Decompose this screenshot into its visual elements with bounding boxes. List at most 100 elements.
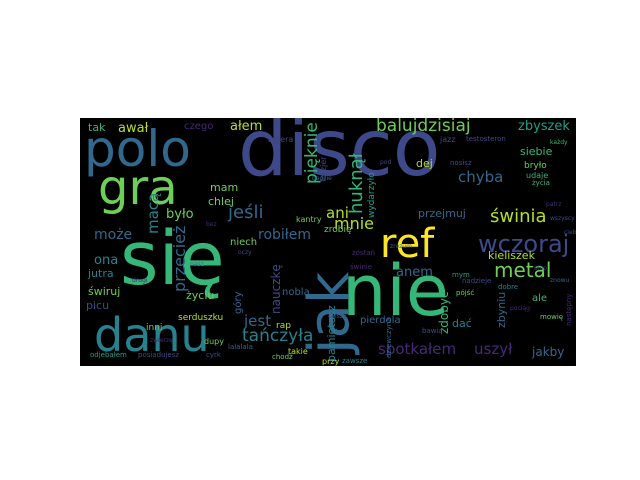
word: metal <box>494 258 552 282</box>
word: się <box>120 216 225 302</box>
word: nosisz <box>450 159 472 167</box>
word: nobla <box>282 287 310 298</box>
word: jest <box>244 312 272 330</box>
word: przejmuj <box>418 207 466 220</box>
word: wydarzyło <box>367 172 377 218</box>
word: serduszku <box>178 313 224 323</box>
word: ona <box>94 253 119 268</box>
word: wszyscy <box>550 215 575 222</box>
word: mowię <box>540 313 564 321</box>
word: uszył <box>474 340 513 358</box>
word: jeśli <box>228 202 264 223</box>
word: dobre <box>498 283 519 291</box>
word: jutra <box>88 267 114 280</box>
word: dać <box>452 317 472 330</box>
word: macą <box>144 192 162 234</box>
word: cieszy <box>328 313 347 320</box>
word: nauczkę <box>269 264 283 314</box>
word: polo <box>84 120 191 178</box>
word: tak <box>88 121 106 134</box>
word: robiłem <box>258 227 312 243</box>
word: dziewczyna <box>385 317 393 359</box>
word: znowu <box>550 277 570 284</box>
word: jazz <box>440 135 456 144</box>
word: mam <box>210 181 239 194</box>
word: chyba <box>458 168 504 186</box>
word: czego <box>184 121 214 132</box>
word: awał <box>118 121 149 136</box>
word: bajera <box>268 135 294 144</box>
word: bez <box>206 221 217 228</box>
word: picu <box>86 299 110 312</box>
word: zawsze <box>342 357 368 365</box>
word: świnie <box>350 263 373 271</box>
word: ałem <box>230 119 263 134</box>
word: dupy <box>204 337 224 346</box>
word: ciebie <box>564 229 576 236</box>
word: mnie <box>334 214 375 233</box>
word: wczoraj <box>478 230 570 258</box>
word: nasz <box>190 261 204 268</box>
word-cloud: disco się nie polo jak gra danu ref wczo… <box>80 118 576 366</box>
word: rap <box>276 321 291 331</box>
word: mym <box>452 271 470 279</box>
word: pociąg <box>510 305 530 312</box>
word: życia <box>532 179 550 187</box>
word: pierdola <box>360 315 401 326</box>
word: zbyniu <box>495 291 508 328</box>
word: było <box>166 207 194 222</box>
word: bryło <box>524 161 547 171</box>
word: ale <box>532 293 548 304</box>
word: zrobię <box>324 225 352 235</box>
word: kieliszek <box>488 249 535 262</box>
word: huknął <box>346 153 367 214</box>
word: przecież <box>170 225 189 292</box>
word: posiadujesz <box>138 351 180 359</box>
word: będzie <box>312 175 332 182</box>
word: anem <box>396 265 433 280</box>
word: ref <box>380 221 435 267</box>
word: siebie <box>520 145 553 158</box>
word: balujdzisiaj <box>376 118 471 136</box>
word: jakby <box>532 345 565 359</box>
word: oczy <box>238 249 252 256</box>
word: nadzieje <box>462 277 492 285</box>
word: takie <box>288 347 308 356</box>
word: odjebałem <box>90 351 127 359</box>
word: danu <box>94 308 210 362</box>
word: może <box>94 227 133 243</box>
word: chlej <box>208 195 234 208</box>
word: świnia <box>490 206 547 227</box>
word: świruj <box>88 285 121 298</box>
word: bawią <box>422 327 443 335</box>
word: disco <box>238 118 441 194</box>
word: zostań <box>352 249 376 257</box>
word: drugi <box>132 277 148 284</box>
word: pójść <box>456 289 475 297</box>
word: ani <box>326 204 349 222</box>
word: cyrk <box>206 351 221 359</box>
word: chodź <box>272 353 293 361</box>
word: gra <box>98 160 178 216</box>
word: góry <box>233 291 244 315</box>
word: tańczyła <box>242 326 314 346</box>
word: nie <box>342 250 449 332</box>
word: inni <box>146 323 163 333</box>
word: każdy <box>550 139 568 146</box>
word: lalalala <box>228 343 253 351</box>
word: zrozum <box>390 243 412 250</box>
word: udaje <box>526 171 549 180</box>
word: przy <box>322 357 340 366</box>
word: zbyszek <box>518 119 570 134</box>
word: patrz <box>546 201 562 208</box>
word: stop <box>534 265 547 272</box>
word: niech <box>230 237 258 248</box>
word: zwierzę <box>150 337 173 344</box>
word: dej <box>416 157 433 170</box>
word: kantry <box>296 215 322 224</box>
word: następny <box>565 293 573 326</box>
word: życiu <box>186 289 215 302</box>
word: testosteron <box>466 135 506 143</box>
word: spotkałem <box>378 340 457 358</box>
word: pod <box>380 159 392 166</box>
